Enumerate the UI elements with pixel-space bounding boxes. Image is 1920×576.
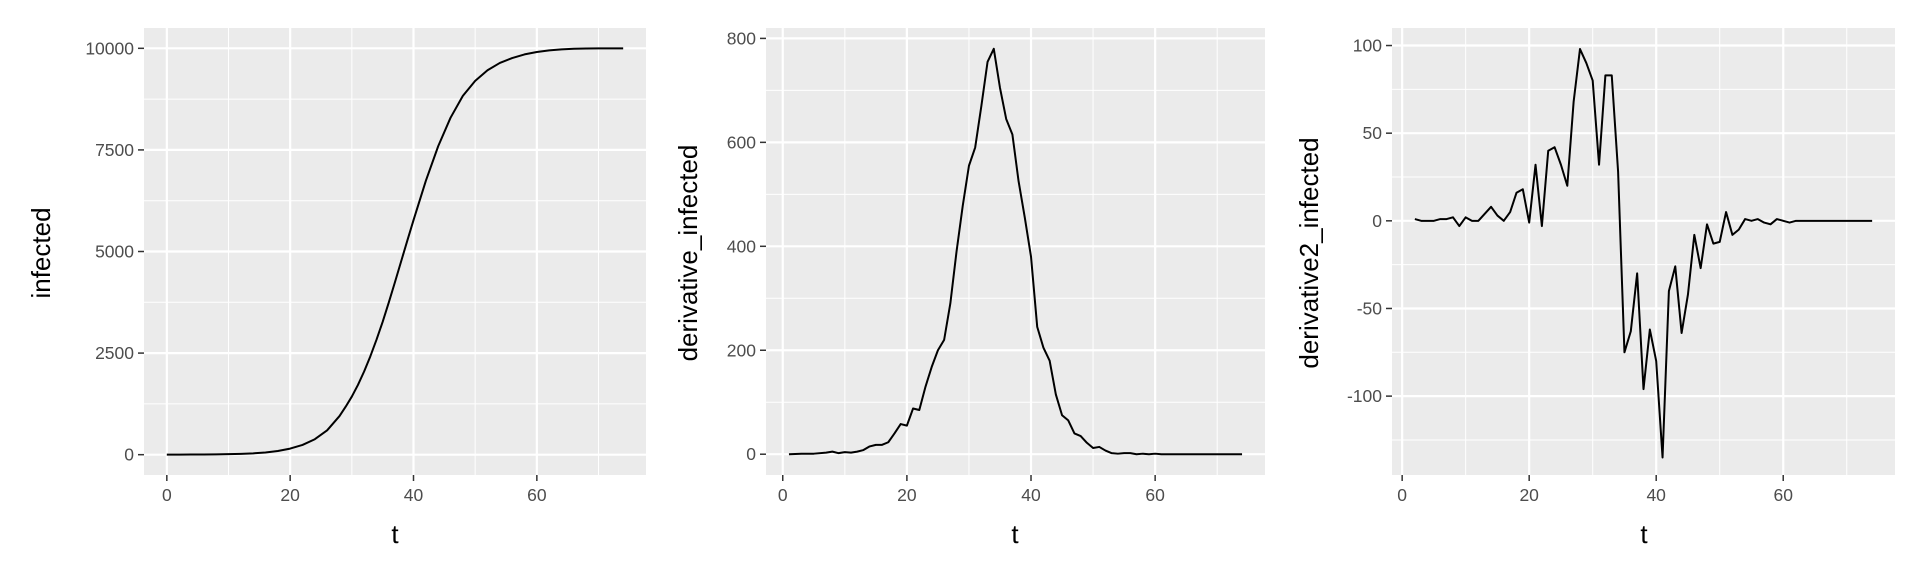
y-tick-label: 400 bbox=[727, 236, 756, 256]
y-tick-label: 10000 bbox=[85, 38, 134, 58]
y-tick-label: 0 bbox=[1372, 211, 1382, 231]
x-axis-title-infected: t bbox=[391, 519, 399, 549]
y-tick-label: 0 bbox=[124, 445, 134, 465]
y-axis-title-infected: infected bbox=[26, 207, 56, 298]
x-tick-label: 20 bbox=[897, 485, 917, 505]
x-tick-label: 60 bbox=[1773, 485, 1793, 505]
series-line-derivative2-infected bbox=[1414, 48, 1873, 459]
y-tick-label: 800 bbox=[727, 28, 756, 48]
derivative2-infected-panel: 0 20 40 60 -100 -50 0 50 100 bbox=[1347, 28, 1895, 505]
y-tick-label: 200 bbox=[727, 340, 756, 360]
x-tick-label: 60 bbox=[1145, 485, 1165, 505]
y-tick-label: 600 bbox=[727, 132, 756, 152]
y-axis-title-derivative-infected: derivative_infected bbox=[673, 145, 703, 362]
y-tick-label: -100 bbox=[1347, 386, 1382, 406]
x-tick-label: 0 bbox=[778, 485, 788, 505]
y-tick-label: 0 bbox=[746, 444, 756, 464]
series-line-derivative-infected bbox=[788, 47, 1243, 456]
infected-panel: 0 20 40 60 0 2500 5000 7500 10000 bbox=[85, 28, 646, 505]
y-tick-label: 2500 bbox=[95, 343, 134, 363]
x-tick-label: 40 bbox=[404, 485, 424, 505]
x-tick-label: 20 bbox=[1519, 485, 1539, 505]
x-tick-label: 0 bbox=[162, 485, 172, 505]
x-tick-label: 40 bbox=[1646, 485, 1666, 505]
x-tick-label: 40 bbox=[1021, 485, 1041, 505]
y-axis-title-derivative2-infected: derivative2_infected bbox=[1294, 137, 1324, 368]
y-tick-label: 50 bbox=[1363, 123, 1383, 143]
panel-background-derivative2-infected bbox=[1392, 28, 1895, 475]
y-tick-label: 7500 bbox=[95, 140, 134, 160]
x-axis-title-derivative-infected: t bbox=[1011, 519, 1019, 549]
panel-background-derivative-infected bbox=[766, 28, 1265, 475]
x-tick-label: 20 bbox=[280, 485, 300, 505]
x-axis-title-derivative2-infected: t bbox=[1640, 519, 1648, 549]
x-tick-label: 0 bbox=[1397, 485, 1407, 505]
y-tick-label: -50 bbox=[1357, 298, 1383, 318]
series-line-infected bbox=[166, 47, 624, 456]
y-tick-label: 100 bbox=[1353, 36, 1382, 56]
x-tick-label: 60 bbox=[527, 485, 547, 505]
y-tick-label: 5000 bbox=[95, 242, 134, 262]
